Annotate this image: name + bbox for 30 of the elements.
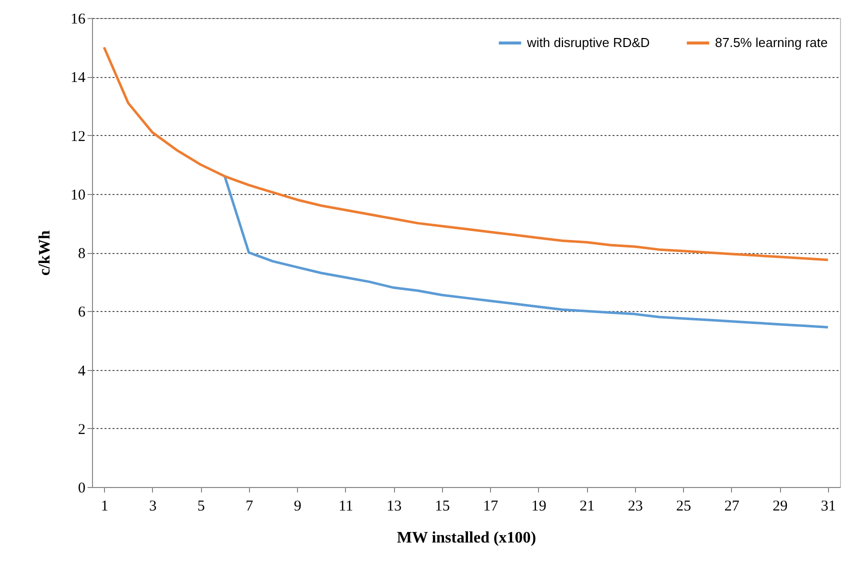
- y-tick-label: 16: [70, 12, 86, 28]
- x-tick-label: 21: [580, 498, 595, 514]
- x-tick-label: 23: [628, 498, 643, 514]
- x-axis-title: MW installed (x100): [396, 530, 536, 546]
- y-tick-label: 2: [78, 422, 86, 438]
- x-tick-label: 25: [676, 498, 692, 514]
- y-tick-label: 10: [70, 187, 86, 204]
- legend-label: with disruptive RD&D: [526, 35, 650, 50]
- x-tick-label: 9: [294, 498, 302, 514]
- x-tick-label: 1: [100, 498, 108, 514]
- y-tick-label: 4: [78, 363, 86, 380]
- y-axis-title: c/kWh: [36, 230, 54, 276]
- x-tick-label: 15: [434, 498, 450, 514]
- x-tick-label: 7: [246, 498, 254, 514]
- y-tick-label: 6: [78, 304, 86, 321]
- x-tick-label: 13: [386, 498, 402, 514]
- x-tick-label: 31: [820, 498, 836, 514]
- y-tick-label: 8: [78, 246, 86, 262]
- y-tick-label: 0: [78, 480, 86, 496]
- x-tick-label: 27: [724, 498, 740, 514]
- x-tick-label: 19: [531, 498, 546, 514]
- x-tick-label: 17: [483, 498, 499, 514]
- x-tick-label: 5: [197, 498, 205, 514]
- line-series: [223, 175, 830, 328]
- legend-label: 87.5% learning rate: [715, 35, 828, 50]
- x-tick-label: 29: [772, 498, 788, 514]
- y-tick-label: 12: [70, 128, 86, 145]
- y-tick-label: 14: [70, 70, 86, 86]
- x-tick-label: 11: [338, 498, 354, 514]
- x-tick-label: 3: [149, 498, 157, 514]
